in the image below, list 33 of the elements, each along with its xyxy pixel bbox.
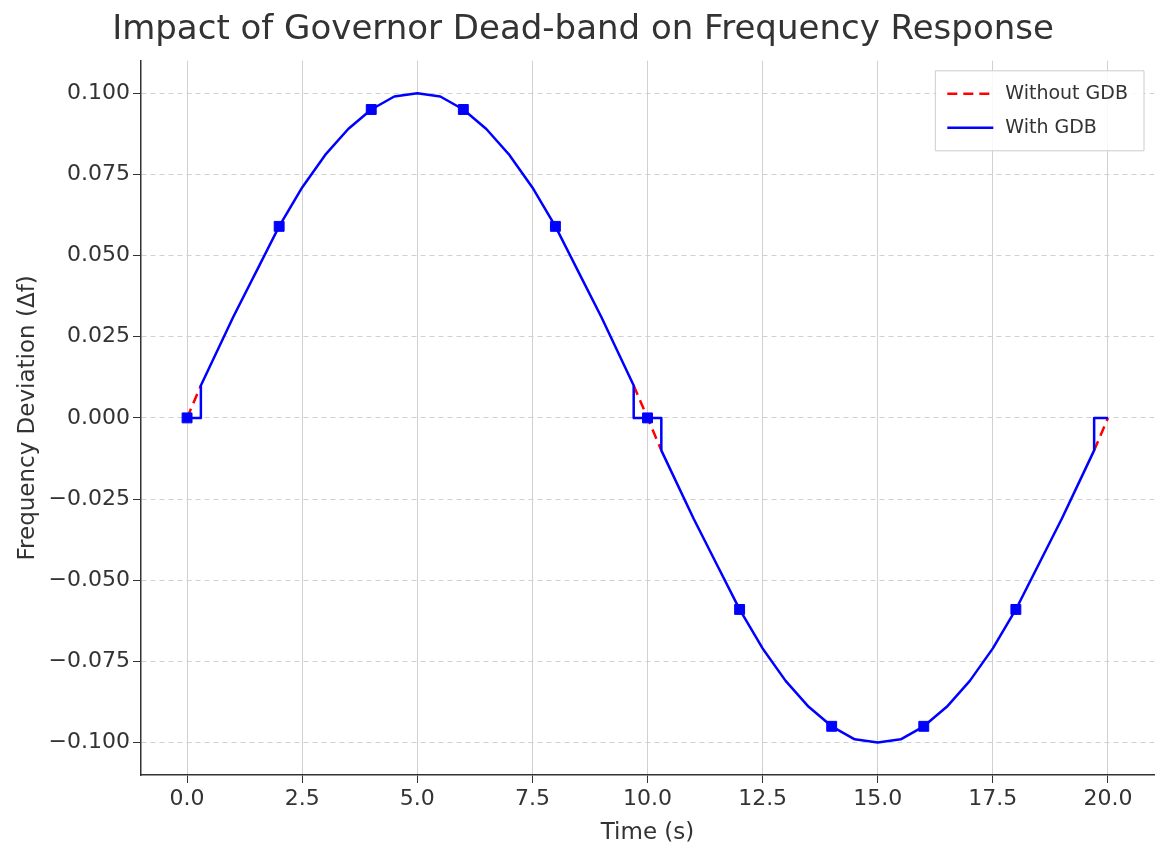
x-tick-label: 7.5 xyxy=(514,784,550,810)
point xyxy=(549,220,561,232)
point xyxy=(1010,603,1022,615)
point xyxy=(273,220,285,232)
point xyxy=(181,412,193,424)
x-tick-label: 12.5 xyxy=(738,784,788,810)
point xyxy=(918,720,930,732)
legend-label: Without GDB xyxy=(1005,80,1128,103)
x-tick-label: 0.0 xyxy=(169,784,205,810)
x-tick-label: 10.0 xyxy=(623,784,672,810)
x-tick-label: 20.0 xyxy=(1083,784,1133,810)
y-tick-label: 0.050 xyxy=(67,241,131,267)
legend-label: With GDB xyxy=(1005,114,1097,137)
point xyxy=(365,104,377,115)
point xyxy=(826,720,838,732)
y-axis-title: Frequency Deviation (Δf) xyxy=(12,275,39,561)
x-tick-label: 17.5 xyxy=(968,784,1018,810)
x-tick-label: 2.5 xyxy=(284,784,320,810)
point xyxy=(734,603,746,615)
y-tick-label: −0.100 xyxy=(48,728,131,754)
x-axis-title: Time (s) xyxy=(599,818,695,845)
y-tick-label: −0.075 xyxy=(48,647,131,673)
x-tick-label: 5.0 xyxy=(399,784,435,810)
y-tick-label: 0.075 xyxy=(67,160,131,186)
y-tick-label: 0.025 xyxy=(67,322,131,348)
y-tick-label: −0.025 xyxy=(48,484,131,510)
x-tick-label: 15.0 xyxy=(853,784,903,810)
point xyxy=(642,412,653,424)
y-tick-label: −0.050 xyxy=(48,565,131,591)
point xyxy=(457,104,469,115)
y-tick-label: 0.100 xyxy=(67,78,131,104)
y-tick-label: 0.000 xyxy=(67,403,131,429)
chart-title: Impact of Governor Dead-band on Frequency Response xyxy=(112,7,1054,48)
